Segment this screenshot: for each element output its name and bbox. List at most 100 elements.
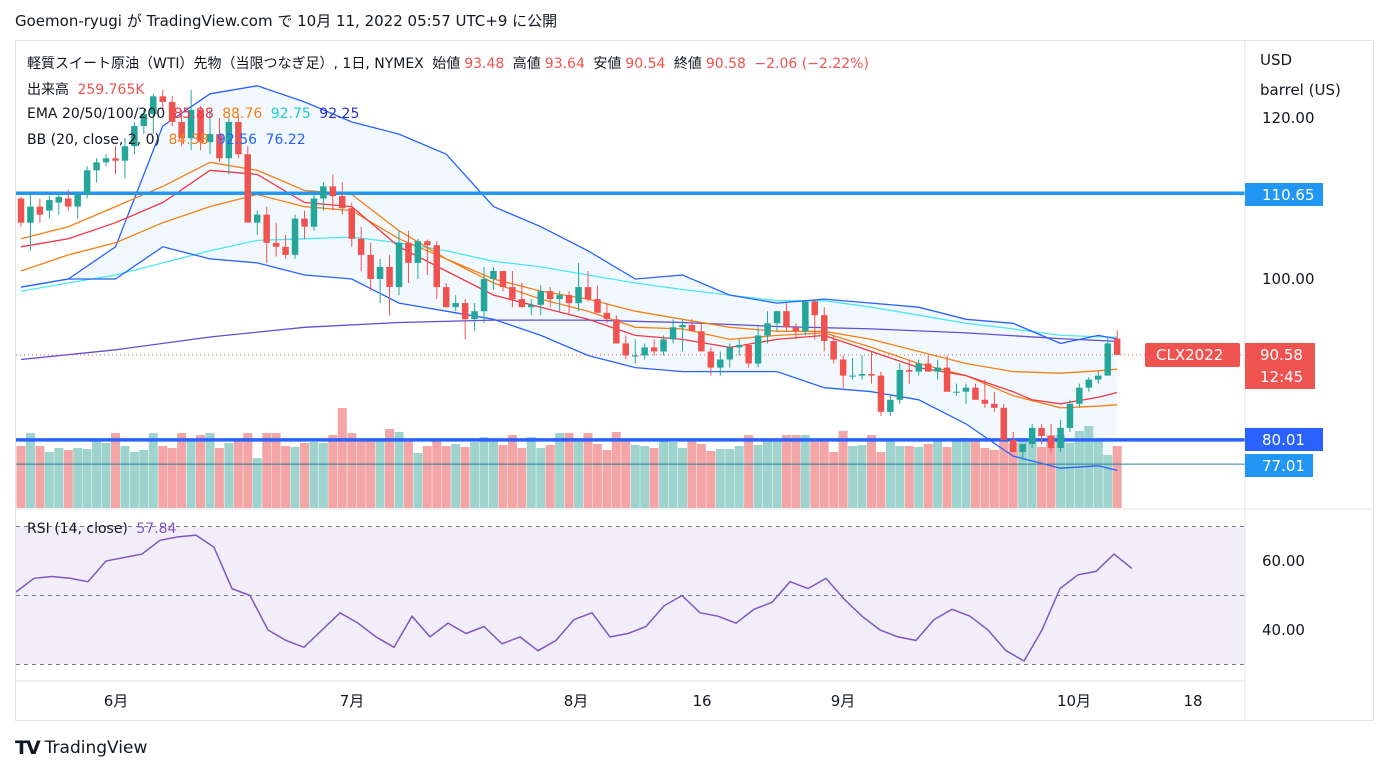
legend-volume-row[interactable]: 出来高 259.765K (27, 79, 149, 99)
candle (65, 189, 72, 211)
candle-body (490, 271, 497, 279)
candle (735, 339, 743, 356)
time-tick-label: 10月 (1057, 692, 1091, 710)
legend-bb-label: BB (20, close, 2, 0) (27, 132, 160, 148)
candle-body (953, 391, 960, 393)
footer-brand[interactable]: TV TradingView (15, 737, 147, 759)
price-tick-label: 100.00 (1262, 270, 1315, 288)
candle (395, 230, 403, 296)
candle (386, 254, 393, 316)
candle (745, 343, 752, 368)
candle (537, 285, 544, 316)
candle-body (254, 214, 261, 223)
candle (254, 210, 261, 235)
volume-bar (895, 446, 905, 508)
candle (868, 351, 875, 384)
candle (178, 109, 185, 147)
candle-body (735, 345, 743, 348)
candle-body (632, 355, 639, 357)
candle-body (906, 370, 913, 372)
volume-bar (451, 444, 461, 508)
candle-body (320, 186, 327, 199)
candle-body (972, 387, 979, 400)
candle-body (650, 347, 658, 352)
level-badge-lower[interactable]: 80.01 (1245, 428, 1323, 451)
candle-body (528, 304, 535, 308)
candle (197, 105, 204, 151)
candle-body (27, 206, 34, 223)
volume-bar (1037, 447, 1047, 508)
candle-body (339, 196, 346, 209)
volume-bar (224, 443, 234, 508)
volume-bar (300, 443, 309, 508)
candle (953, 383, 960, 396)
candle (367, 242, 374, 292)
candle (471, 303, 478, 332)
volume-bar (526, 437, 536, 508)
candle (575, 262, 582, 312)
volume-bar (120, 446, 130, 508)
candle (1066, 399, 1074, 432)
volume-bar (536, 448, 546, 508)
tradingview-logo-icon: TV (15, 737, 41, 759)
volume-bar (432, 441, 442, 508)
candle (546, 287, 554, 308)
volume-bar (857, 445, 867, 508)
candle-body (991, 403, 998, 408)
legend-ema-row[interactable]: EMA 20/50/100/200 85.88 88.76 92.75 92.2… (27, 106, 363, 122)
volume-bar (479, 437, 489, 508)
candle-body (811, 301, 818, 316)
candle (1076, 383, 1083, 408)
candle (707, 347, 715, 376)
candle-body (509, 287, 516, 300)
volume-bar (1018, 438, 1028, 508)
legend-symbol-row[interactable]: 軽質スイート原油（WTI）先物（当限つなぎ足）, 1日, NYMEX 始値 93.… (27, 53, 873, 73)
candle (650, 339, 658, 356)
candle-body (461, 303, 469, 320)
volume-bar (725, 449, 735, 508)
chart-frame: USD barrel (US) 120.00 100.00 60.00 40.00 … (15, 40, 1374, 721)
volume-bar (649, 448, 659, 508)
candle (301, 210, 308, 239)
candle (858, 355, 866, 380)
candle (27, 194, 34, 251)
legend-open-label: 始値 (432, 56, 461, 72)
candle-body (849, 375, 856, 377)
level-badge-upper[interactable]: 110.65 (1245, 183, 1323, 206)
candle (112, 146, 119, 175)
legend-rsi-row[interactable]: RSI (14, close) 57.84 (27, 521, 180, 537)
volume-bar (54, 448, 64, 508)
candle-body (206, 134, 214, 143)
volume-bar (1046, 435, 1056, 508)
candle (272, 222, 280, 257)
volume-bar (592, 444, 602, 508)
candle (1019, 444, 1026, 461)
volume-bar (158, 446, 168, 508)
candle (915, 359, 922, 376)
candle-body (745, 345, 752, 364)
candle-body (235, 122, 242, 155)
candle-body (877, 375, 885, 412)
legend-rsi-label: RSI (14, close) (27, 521, 128, 537)
candle (225, 118, 233, 175)
volume-bar (309, 442, 319, 508)
candle-body (367, 254, 374, 279)
candle-body (584, 287, 592, 300)
candle-body (858, 374, 866, 376)
candle-body (934, 367, 941, 372)
legend-bb-row[interactable]: BB (20, close, 2, 0) 84.38 92.56 76.22 (27, 132, 310, 148)
candle (320, 182, 327, 211)
candle-body (754, 335, 762, 364)
level-badge-bottom[interactable]: 77.01 (1245, 454, 1313, 477)
last-price-badge[interactable]: 90.58 12:45 (1245, 343, 1315, 389)
level-badge-lower-bg (1245, 428, 1323, 451)
candle (887, 395, 894, 416)
candle-body (357, 238, 365, 255)
candle-body (65, 198, 72, 207)
candle (991, 391, 998, 412)
volume-bar (328, 435, 338, 508)
candle-body (291, 218, 299, 255)
symbol-badge[interactable]: CLX2022 (1145, 343, 1240, 367)
candle-body (802, 301, 809, 332)
